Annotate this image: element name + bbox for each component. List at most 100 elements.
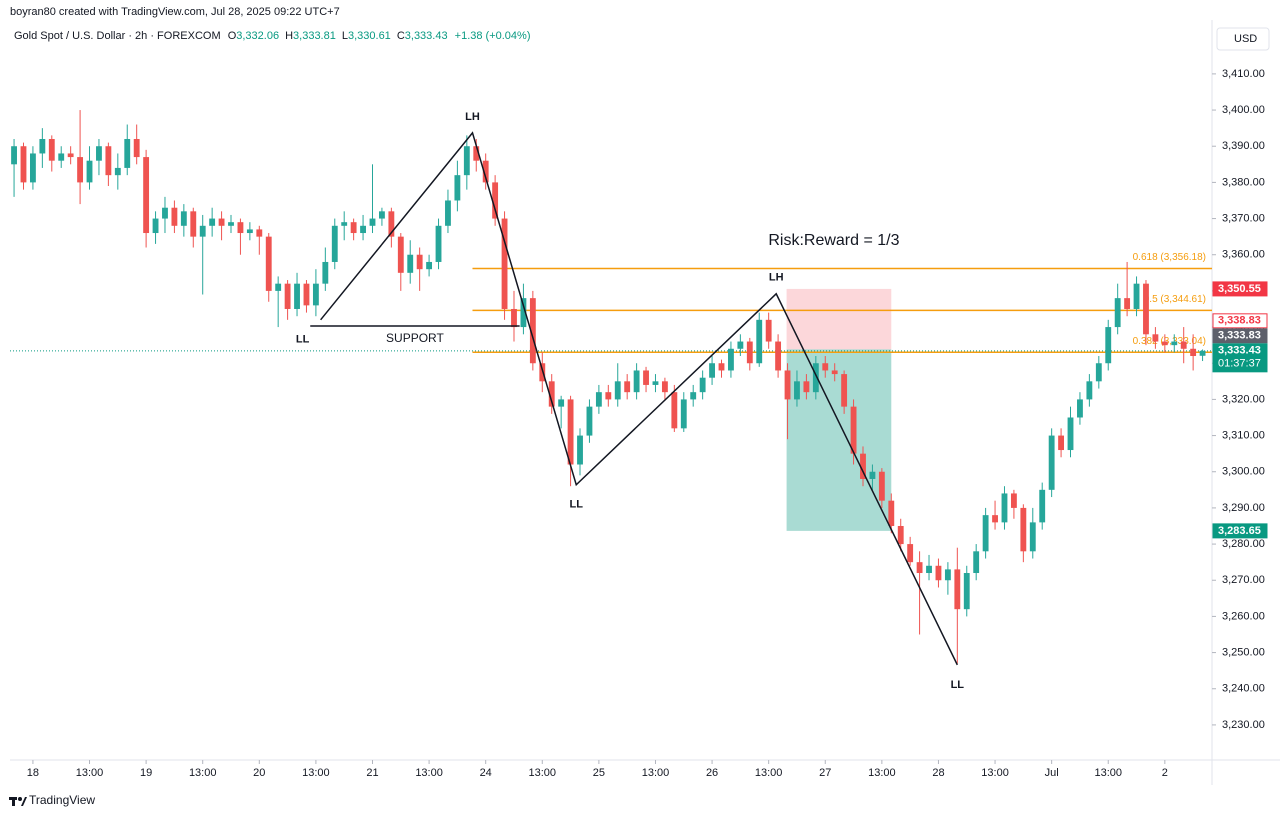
candle-body <box>1143 283 1149 335</box>
candle-body <box>633 370 640 393</box>
candle-body <box>1095 363 1102 382</box>
candle-body <box>265 236 272 291</box>
candle-body <box>671 392 678 429</box>
candle-body <box>388 211 395 237</box>
candle-body <box>935 565 942 581</box>
candle-body <box>539 363 546 382</box>
x-tick-label: 28 <box>932 767 944 779</box>
candle-body <box>850 406 857 454</box>
candle-body <box>1133 283 1140 309</box>
plot-layer <box>786 288 892 531</box>
candle-body <box>1077 399 1083 418</box>
candle-body <box>1029 522 1036 552</box>
candle-body <box>237 222 244 234</box>
candle-body <box>454 175 461 201</box>
candle-body <box>614 381 621 400</box>
ohlc-value: 3,330.61 <box>347 30 391 42</box>
price-badge <box>1212 313 1268 329</box>
candle-body <box>643 370 649 385</box>
candle-body <box>529 298 536 364</box>
y-tick-label: 3,250.00 <box>1222 646 1265 658</box>
ohlc-key: O <box>227 30 237 42</box>
y-tick-label: 3,400.00 <box>1222 104 1265 116</box>
price-badge-label: 3,333.83 <box>1218 330 1261 342</box>
candle-body <box>605 392 612 400</box>
pivot-label: LL <box>296 334 310 346</box>
candle-body <box>1020 507 1027 552</box>
candle-body <box>803 381 810 393</box>
candle-body <box>1199 350 1206 356</box>
pivot-label: LH <box>769 272 784 284</box>
candle-body <box>501 218 508 309</box>
candle-body <box>86 160 93 183</box>
candle-body <box>869 471 876 479</box>
x-tick-label: 13:00 <box>1094 767 1122 779</box>
rr-title: Risk:Reward = 1/3 <box>768 232 899 249</box>
candle-body <box>548 381 555 407</box>
candle-body <box>690 392 697 400</box>
x-tick-label: 13:00 <box>189 767 217 779</box>
candle-body <box>294 283 300 309</box>
candle-body <box>511 308 517 328</box>
candle-body <box>963 573 970 610</box>
price-badge <box>1212 523 1268 539</box>
x-tick-label: 13:00 <box>529 767 557 779</box>
price-badge-label: 3,283.65 <box>1218 525 1261 537</box>
y-tick-label: 3,380.00 <box>1222 176 1265 188</box>
x-tick-label: 13:00 <box>76 767 104 779</box>
candle-body <box>1058 435 1065 451</box>
candle-body <box>228 222 234 226</box>
x-tick-label: 13:00 <box>868 767 896 779</box>
candle-body <box>246 229 253 234</box>
candle-body <box>190 211 197 237</box>
price-badge <box>1212 343 1268 373</box>
x-tick-label: 18 <box>27 767 39 779</box>
zigzag <box>320 131 958 666</box>
candle-body <box>624 381 631 393</box>
currency-box[interactable] <box>1216 27 1270 51</box>
candle-body <box>888 500 895 526</box>
fib-label: 0.618 (3,356.18) <box>1133 252 1206 263</box>
candle-body <box>1048 435 1055 490</box>
candle-body <box>1190 348 1197 357</box>
candle-body <box>435 225 442 262</box>
candle-body <box>577 435 583 465</box>
candle-body <box>58 153 65 161</box>
candle-body <box>416 254 423 270</box>
x-tick-label: 25 <box>593 767 605 779</box>
candle-body <box>746 341 753 364</box>
y-tick-label: 3,360.00 <box>1222 249 1265 261</box>
candle-body <box>445 200 451 226</box>
candle-body <box>275 283 282 291</box>
y-tick-label: 3,370.00 <box>1222 212 1265 224</box>
candle-body <box>1067 417 1074 451</box>
price-badge-label: 3,338.83 <box>1218 315 1261 327</box>
symbol-legend: Gold Spot / U.S. Dollar · 2h · FOREXCOM … <box>14 30 531 42</box>
candle-body <box>312 283 319 306</box>
candle-body <box>652 381 659 385</box>
reward-zone <box>786 349 892 531</box>
x-tick-label: 13:00 <box>415 767 443 779</box>
candle-body <box>303 283 310 306</box>
candle-body <box>360 225 366 234</box>
change: +1.38 (+0.04%) <box>454 30 531 42</box>
x-tick-label: 20 <box>253 767 265 779</box>
candle-body <box>397 236 404 273</box>
candle-body <box>878 471 885 501</box>
candle-body <box>897 525 904 545</box>
candle-body <box>661 381 668 393</box>
x-tick-label: 27 <box>819 767 831 779</box>
candle-body <box>1114 298 1121 328</box>
candle-body <box>256 229 263 237</box>
ohlc-value: 3,332.06 <box>236 30 280 42</box>
candle-body <box>680 399 687 429</box>
y-tick-label: 3,320.00 <box>1222 393 1265 405</box>
x-tick-label: 13:00 <box>755 767 783 779</box>
candle-body <box>737 341 744 349</box>
candle-body <box>907 544 914 563</box>
candle-body <box>1171 341 1178 346</box>
candle-body <box>482 160 489 183</box>
x-tick-label: 2 <box>1162 767 1168 779</box>
